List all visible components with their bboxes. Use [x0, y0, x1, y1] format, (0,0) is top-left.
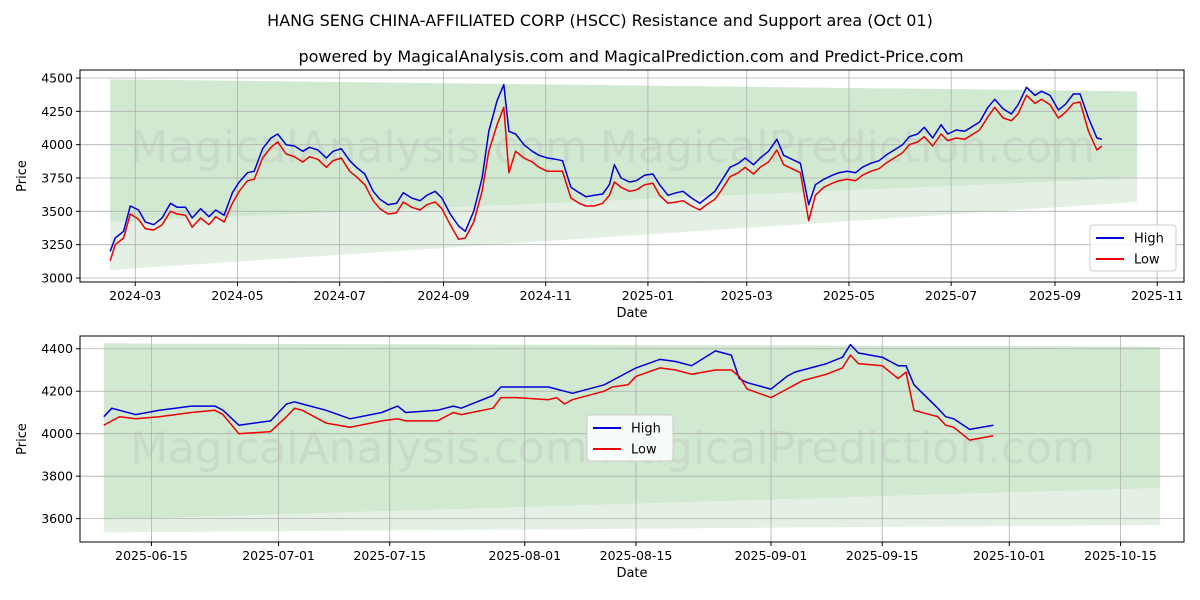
y-axis-label: Price — [15, 160, 30, 192]
x-tick-label: 2025-06-15 — [115, 548, 188, 563]
y-tick-label: 3250 — [41, 237, 73, 252]
watermark-text: MagicalAnalysis.com — [130, 423, 588, 474]
legend-label-high: High — [1134, 232, 1164, 247]
series-line-low — [103, 354, 994, 441]
watermark-text: MagicalAnalysis.com — [130, 122, 588, 173]
y-tick-label: 4000 — [41, 426, 73, 441]
x-tick-label: 2025-09-01 — [735, 548, 808, 563]
x-tick-label: 2025-07-01 — [242, 548, 315, 563]
watermark-text: MagicalPrediction.com — [600, 274, 1095, 325]
y-axis-label: Price — [15, 423, 30, 455]
series-line-high — [103, 343, 994, 431]
x-tick-label: 2024-07 — [314, 288, 366, 303]
y-tick-label: 4400 — [41, 341, 73, 356]
y-tick-label: 4000 — [41, 137, 73, 152]
x-tick-label: 2025-05 — [823, 288, 875, 303]
watermark-text: MagicalAnalysis.com — [130, 274, 588, 325]
series-line-high — [109, 83, 1103, 252]
x-tick-label: 2025-11 — [1131, 288, 1183, 303]
legend: High Low — [586, 414, 674, 462]
axes-frame — [79, 335, 1185, 543]
resistance-support-area-band — [110, 79, 1138, 222]
lower-light-area-band — [103, 487, 1161, 533]
x-tick-label: 2024-05 — [211, 288, 263, 303]
y-tick-label: 4250 — [41, 104, 73, 119]
x-tick-label: 2025-09 — [1029, 288, 1081, 303]
x-axis-label: Date — [616, 306, 647, 321]
series-line-low — [109, 94, 1103, 261]
x-tick-label: 2024-09 — [417, 288, 469, 303]
chart-title: HANG SENG CHINA-AFFILIATED CORP (HSCC) R… — [267, 11, 933, 30]
x-tick-label: 2024-11 — [520, 288, 572, 303]
top-panel: MagicalAnalysis.com MagicalPrediction.com… — [15, 69, 1185, 325]
x-tick-label: 2025-07-15 — [353, 548, 426, 563]
chart-subtitle: powered by MagicalAnalysis.com and Magic… — [298, 47, 963, 66]
watermark-text: MagicalPrediction.com — [600, 423, 1095, 474]
x-tick-label: 2025-10-01 — [973, 548, 1046, 563]
legend-label-high: High — [631, 422, 661, 437]
y-tick-label: 3000 — [41, 271, 73, 286]
legend-label-low: Low — [1134, 253, 1160, 268]
axes-frame — [79, 69, 1185, 283]
x-tick-label: 2025-08-15 — [600, 548, 673, 563]
x-tick-label: 2025-07 — [925, 288, 977, 303]
x-tick-label: 2024-03 — [109, 288, 161, 303]
legend-label-low: Low — [631, 443, 657, 458]
x-tick-label: 2025-03 — [721, 288, 773, 303]
x-axis-label: Date — [616, 566, 647, 581]
x-tick-label: 2025-10-15 — [1084, 548, 1157, 563]
x-tick-label: 2025-08-01 — [488, 548, 561, 563]
lower-light-area-band — [110, 178, 1138, 270]
y-tick-label: 3750 — [41, 171, 73, 186]
y-tick-label: 3500 — [41, 204, 73, 219]
legend: High Low — [1089, 224, 1177, 272]
y-tick-label: 3600 — [41, 511, 73, 526]
y-tick-label: 3800 — [41, 469, 73, 484]
x-tick-label: 2025-01 — [622, 288, 674, 303]
x-tick-label: 2025-09-15 — [846, 548, 919, 563]
y-tick-label: 4500 — [41, 71, 73, 86]
watermark-text: MagicalPrediction.com — [600, 122, 1095, 173]
bottom-panel: MagicalAnalysis.com MagicalPrediction.com… — [15, 335, 1185, 581]
y-tick-label: 4200 — [41, 384, 73, 399]
plot-area: MagicalAnalysis.com MagicalPrediction.com… — [80, 70, 1184, 325]
